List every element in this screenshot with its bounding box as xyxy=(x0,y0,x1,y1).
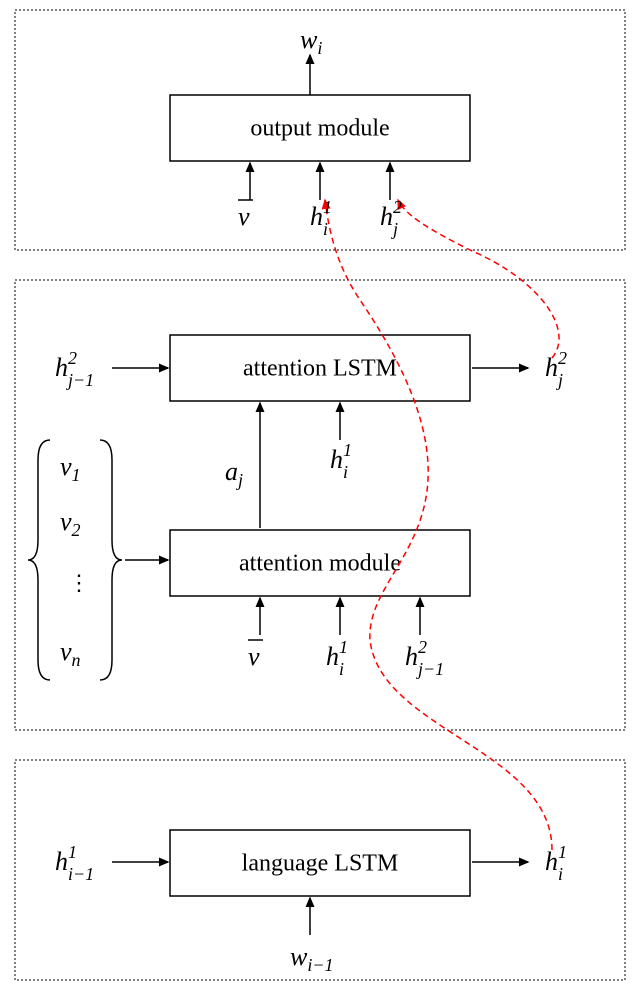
output-module-box: output module xyxy=(170,95,470,161)
label-v2: v2 xyxy=(60,507,81,540)
label-vbar-top: v xyxy=(238,202,250,231)
attention-lstm-box: attention LSTM xyxy=(170,335,470,401)
language-lstm-box: language LSTM xyxy=(170,830,470,896)
label-wi-1: wi−1 xyxy=(290,942,334,975)
dashed-connection xyxy=(325,200,552,850)
solid-arrows-group xyxy=(112,55,528,935)
label-hi1-right: h1i xyxy=(545,842,567,884)
output-module-label: output module xyxy=(250,116,389,142)
label-dots: ⋮ xyxy=(68,570,90,595)
v-set: v1 v2 ⋮ vn xyxy=(28,440,122,680)
label-wi: wi xyxy=(300,25,322,58)
label-vbar-mid: v xyxy=(248,642,260,671)
language-lstm-label: language LSTM xyxy=(242,851,399,877)
attention-module-box: attention module xyxy=(170,530,470,596)
attention-module-label: attention module xyxy=(239,551,401,577)
label-aj: aj xyxy=(225,457,243,490)
label-hi1-top: h1i xyxy=(310,197,332,239)
label-hi-1-1: h1i−1 xyxy=(55,842,94,884)
label-hj-1-2-left: h2j−1 xyxy=(55,348,94,390)
label-hi1-mid: h1i xyxy=(330,440,352,482)
architecture-diagram: output module attention LSTM attention m… xyxy=(0,0,640,988)
label-vn: vn xyxy=(60,637,81,670)
dashed-arrows-group xyxy=(325,200,559,850)
label-hj2-right: h2j xyxy=(545,348,567,390)
attention-lstm-label: attention LSTM xyxy=(243,356,397,382)
label-hj-1-2-mid: h2j−1 xyxy=(405,637,444,679)
label-hj2-top: h2j xyxy=(380,197,402,239)
label-hi1-mid2: h1i xyxy=(326,637,348,679)
label-v1: v1 xyxy=(60,452,81,485)
